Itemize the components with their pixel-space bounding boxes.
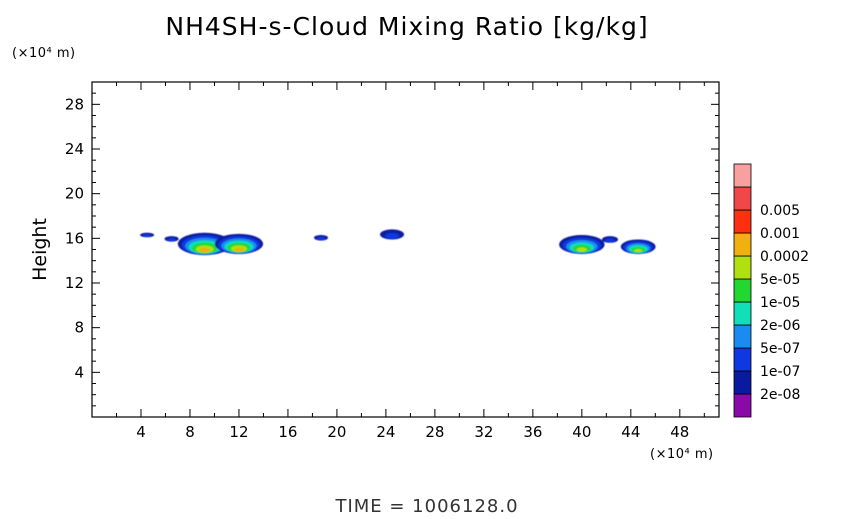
- chart-title: NH4SH-s-Cloud Mixing Ratio [kg/kg]: [165, 12, 649, 41]
- cloud-contour: [234, 247, 244, 252]
- colorbar-swatch: [733, 255, 752, 280]
- x-tick-label: 24: [376, 423, 395, 441]
- y-tick-label: 12: [65, 274, 84, 292]
- x-tick-label: 32: [474, 423, 493, 441]
- colorbar-swatch: [733, 393, 752, 418]
- x-tick-label: 28: [425, 423, 444, 441]
- x-tick-label: 8: [185, 423, 195, 441]
- cloud-contour: [634, 248, 643, 253]
- x-tick-label: 40: [572, 423, 591, 441]
- colorbar-label: 1e-07: [760, 364, 800, 380]
- colorbar-label: 1e-05: [760, 295, 800, 311]
- x-tick-label: 16: [278, 423, 297, 441]
- cloud-field: [140, 229, 656, 256]
- cloud-cluster: [379, 229, 405, 240]
- cloud-cluster: [559, 234, 605, 254]
- colorbar-label: 0.005: [760, 203, 800, 219]
- colorbar-swatch: [733, 232, 752, 257]
- cloud-contour: [316, 236, 326, 241]
- colorbar-label: 2e-06: [760, 318, 800, 334]
- colorbar-swatch: [733, 163, 752, 188]
- y-tick-label: 28: [65, 95, 84, 113]
- colorbar-swatch: [733, 347, 752, 372]
- colorbar-label: 0.0002: [760, 249, 809, 265]
- cloud-contour: [167, 237, 176, 242]
- colorbar-swatch: [733, 301, 752, 326]
- x-tick-label: 44: [621, 423, 640, 441]
- y-axis-label: Height: [29, 218, 51, 281]
- cloud-cluster: [620, 239, 656, 254]
- colorbar-label: 5e-05: [760, 272, 800, 288]
- cloud-cluster: [177, 232, 232, 256]
- cloud-cluster: [601, 236, 619, 243]
- y-tick-label: 16: [65, 229, 84, 247]
- cloud-contour: [199, 247, 211, 253]
- y-axis-unit: (×10⁴ m): [12, 46, 76, 61]
- x-tick-label: 4: [136, 423, 146, 441]
- x-tick-label: 20: [327, 423, 346, 441]
- x-tick-label: 12: [229, 423, 248, 441]
- colorbar-swatch: [733, 186, 752, 211]
- cloud-cluster: [214, 233, 264, 254]
- colorbar-label: 2e-08: [760, 387, 800, 403]
- y-tick-label: 24: [65, 140, 84, 158]
- cloud-cluster: [314, 234, 329, 241]
- y-tick-label: 4: [74, 363, 84, 381]
- colorbar: 2e-08 1e-07 5e-07 2e-06 1e-05 5e-05 0.0002 0.00…: [733, 163, 809, 418]
- cloud-contour: [142, 234, 152, 237]
- colorbar-swatch: [733, 324, 752, 349]
- colorbar-swatch: [733, 370, 752, 395]
- colorbar-swatch: [733, 278, 752, 303]
- cloud-cluster: [140, 232, 155, 238]
- colorbar-swatch: [733, 209, 752, 234]
- x-tick-label: 48: [670, 423, 689, 441]
- cloud-cluster: [164, 236, 179, 242]
- colorbar-label: 0.001: [760, 226, 800, 242]
- cloud-contour: [384, 232, 400, 239]
- cloud-contour: [576, 247, 588, 252]
- time-label: TIME = 1006128.0: [335, 496, 519, 517]
- x-tick-label: 36: [523, 423, 542, 441]
- colorbar-label: 5e-07: [760, 341, 800, 357]
- x-axis-unit: (×10⁴ m): [650, 447, 714, 462]
- y-tick-label: 20: [65, 185, 84, 203]
- cloud-contour: [605, 238, 615, 243]
- y-tick-label: 8: [74, 319, 84, 337]
